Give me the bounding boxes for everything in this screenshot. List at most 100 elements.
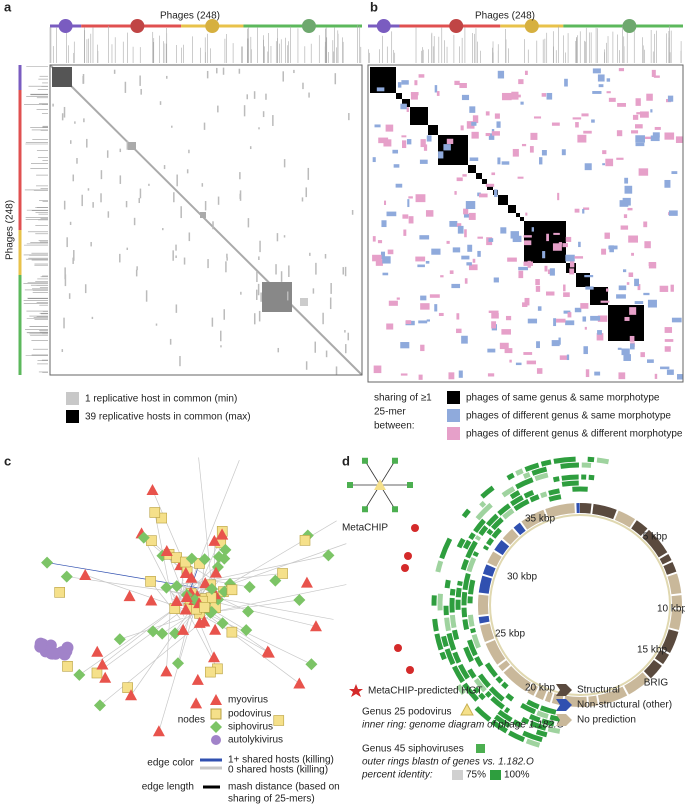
cell	[551, 340, 560, 347]
identity-arc	[528, 713, 541, 723]
cell	[400, 373, 408, 376]
legend-text: Structural	[577, 685, 620, 696]
node	[160, 581, 173, 594]
cell	[491, 172, 496, 176]
cell	[544, 265, 548, 272]
cell	[386, 323, 394, 330]
cell	[621, 348, 630, 356]
node	[193, 616, 206, 628]
cell	[452, 247, 461, 253]
gene-arc	[544, 691, 553, 703]
legend-swatch	[447, 391, 460, 404]
top-title: Phages (248)	[160, 11, 220, 22]
cell	[376, 87, 385, 92]
node	[137, 531, 150, 544]
node	[216, 617, 229, 630]
cell	[396, 297, 400, 300]
nodes-title: nodes	[178, 715, 205, 726]
phage-icon	[524, 19, 539, 33]
cell	[553, 232, 560, 235]
cell	[207, 259, 209, 269]
legend-text: 0 shared hosts (killing)	[228, 765, 328, 776]
cell	[247, 218, 250, 228]
cell	[629, 307, 637, 315]
decorations	[18, 19, 684, 748]
identity-arc	[540, 491, 548, 499]
cell	[497, 157, 501, 165]
node	[145, 594, 158, 606]
gene-arc	[643, 659, 662, 679]
legend-text: mash distance (based on	[228, 782, 340, 793]
identity-arc	[434, 633, 444, 651]
cell	[418, 320, 428, 324]
identity-arc	[497, 503, 511, 516]
cell	[462, 174, 467, 177]
node	[374, 479, 386, 490]
identity-arc	[522, 472, 531, 480]
gene-arc	[513, 522, 526, 536]
cell	[456, 328, 462, 334]
node	[149, 507, 161, 518]
cell	[222, 67, 225, 75]
cell	[596, 333, 604, 341]
legend-text: inner ring: genome diagram of phage 1.18…	[362, 720, 565, 731]
cell	[468, 212, 476, 220]
cell	[582, 208, 585, 214]
cell	[183, 257, 186, 265]
cell	[84, 284, 87, 294]
cell	[637, 284, 641, 291]
identity-arc	[444, 648, 456, 666]
cell	[577, 134, 587, 143]
cell	[384, 200, 387, 205]
gene-arc	[624, 672, 650, 695]
cell	[521, 143, 527, 147]
cell	[536, 368, 543, 374]
cell	[204, 201, 207, 211]
cell	[375, 259, 383, 266]
cell	[239, 190, 242, 201]
cell	[438, 312, 444, 317]
cell	[64, 267, 66, 280]
cell	[175, 255, 177, 259]
cell	[664, 346, 671, 352]
cell	[426, 319, 430, 322]
cell	[664, 179, 671, 188]
cell	[417, 264, 425, 268]
cell	[606, 288, 609, 292]
cell	[305, 187, 308, 198]
cell	[562, 243, 568, 248]
cell	[497, 70, 505, 79]
cell	[530, 132, 538, 140]
identity-arc	[479, 500, 487, 508]
block	[52, 67, 72, 87]
cell	[258, 310, 261, 322]
legend-text: MetaCHIP-predicted HGT	[368, 686, 482, 697]
cell	[322, 312, 324, 325]
legend-swatch	[66, 392, 79, 405]
node	[96, 658, 109, 670]
cell	[420, 303, 430, 310]
node	[391, 457, 398, 464]
node	[73, 668, 86, 681]
cell	[461, 335, 468, 344]
node	[209, 566, 222, 578]
cell	[584, 163, 592, 171]
legend-text: 75%	[466, 770, 486, 781]
legend-marker	[210, 694, 222, 705]
cell	[491, 313, 499, 319]
cell	[574, 208, 580, 213]
node	[79, 569, 92, 581]
cell	[564, 78, 568, 87]
cell	[510, 231, 519, 239]
cell	[675, 136, 684, 143]
cell	[420, 139, 426, 148]
cell	[456, 313, 460, 320]
cell	[648, 262, 657, 269]
cell	[440, 275, 444, 278]
cell	[597, 74, 605, 82]
cell	[623, 354, 631, 361]
identity-arc	[462, 619, 470, 630]
matrix-frame	[49, 64, 363, 376]
edge	[96, 604, 191, 674]
cell	[608, 245, 618, 250]
